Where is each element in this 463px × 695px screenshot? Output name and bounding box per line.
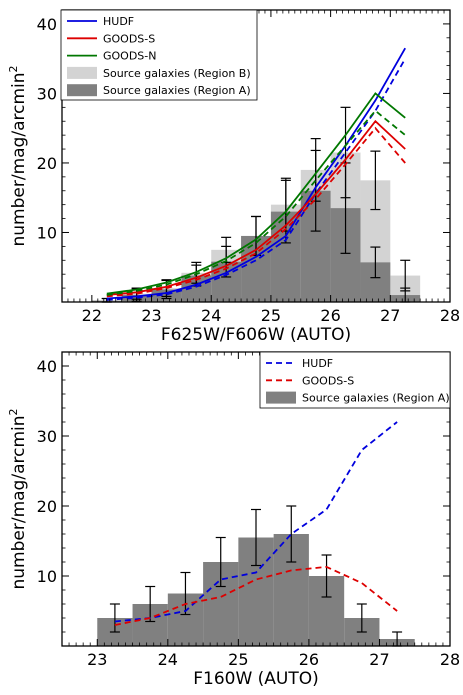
- y-axis-label-superscript: 2: [7, 65, 20, 72]
- legend-label: Source galaxies (Region A): [302, 392, 450, 405]
- legend: HUDF GOODS-S Source galaxies (Region A): [259, 351, 451, 409]
- x-axis-label: F625W/F606W (AUTO): [161, 325, 351, 345]
- y-tick-label: 10: [37, 567, 57, 586]
- legend-label: HUDF: [302, 357, 333, 370]
- legend-label: GOODS-N: [103, 50, 157, 63]
- chart-panel-1: 22 23 24 25 26 27 28 10 20 30 40 F625W/F606W (AUTO)…: [7, 9, 460, 345]
- x-tick-label: 23: [87, 650, 107, 669]
- legend-label: Source galaxies (Region A): [103, 84, 251, 97]
- y-tick-label: 40: [37, 357, 57, 376]
- legend-label: GOODS-S: [103, 32, 155, 45]
- x-tick-label: 24: [201, 306, 221, 325]
- y-tick-label: 10: [37, 223, 57, 242]
- y-tick-label: 40: [37, 15, 57, 34]
- series-line-goods-s: [106, 119, 406, 296]
- y-tick-label: 30: [37, 84, 57, 103]
- plot-frame: [61, 351, 451, 647]
- y-axis-label-text: number/mag/arcmin: [9, 415, 29, 589]
- series-line-goods-n_dashed: [106, 109, 406, 296]
- x-tick-label: 26: [320, 306, 340, 325]
- legend: HUDF GOODS-S GOODS-N Source galaxies (Regio…: [60, 9, 258, 101]
- x-tick-label: 25: [261, 306, 281, 325]
- legend-swatch-patch: [67, 84, 97, 97]
- series-line-hudf: [106, 47, 406, 300]
- ticks: 23 24 25 26 27 28 10 20 30 40: [37, 352, 460, 669]
- y-axis-label-text: number/mag/arcmin: [9, 72, 29, 246]
- x-tick-label: 23: [141, 306, 161, 325]
- x-tick-label: 24: [158, 650, 178, 669]
- y-tick-label: 30: [37, 427, 57, 446]
- series-line-goods-n: [106, 92, 406, 295]
- series-line-hudf: [114, 421, 398, 623]
- legend-label: GOODS-S: [302, 374, 354, 387]
- model-lines: [114, 421, 398, 626]
- series-line-hudf_dashed: [106, 58, 406, 301]
- model-lines: [106, 47, 406, 301]
- legend-label: HUDF: [103, 15, 134, 28]
- y-axis-label-superscript: 2: [7, 408, 20, 415]
- legend-swatch-patch: [266, 391, 296, 404]
- series-line-goods-s_dashed: [106, 126, 406, 298]
- y-tick-label: 20: [37, 497, 57, 516]
- chart-panel-2: 23 24 25 26 27 28 10 20 30 40 F160W (AUTO) number/m…: [7, 351, 460, 689]
- x-tick-label: 27: [380, 306, 400, 325]
- y-axis-label: number/mag/arcmin2: [7, 408, 29, 589]
- x-tick-label: 28: [440, 650, 460, 669]
- x-axis-label: F160W (AUTO): [193, 669, 319, 689]
- legend-swatch-patch: [67, 66, 97, 79]
- x-tick-label: 27: [369, 650, 389, 669]
- x-tick-label: 22: [82, 306, 102, 325]
- legend-label: Source galaxies (Region B): [103, 67, 251, 80]
- x-tick-label: 26: [299, 650, 319, 669]
- y-tick-label: 20: [37, 154, 57, 173]
- y-axis-label: number/mag/arcmin2: [7, 65, 29, 246]
- x-tick-label: 28: [440, 306, 460, 325]
- x-tick-label: 25: [228, 650, 248, 669]
